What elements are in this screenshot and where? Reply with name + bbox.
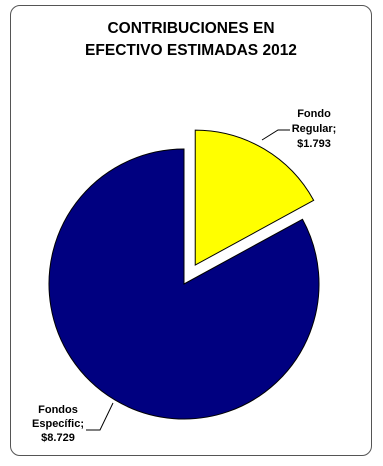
slice-label-especifico-line-3: $8.729 (41, 432, 75, 444)
slice-label-regular-line-2: Regular; (292, 123, 337, 135)
chart-title: CONTRIBUCIONES EN EFECTIVO ESTIMADAS 201… (10, 18, 372, 62)
slice-fondo-regular (194, 129, 315, 266)
slice-label-regular-line-1: Fondo (297, 108, 331, 120)
leader-line-especifico (86, 402, 114, 431)
slice-fondos-especifico (48, 148, 320, 420)
slice-label-especifico-line-2: Específic; (32, 418, 84, 430)
leader-line-regular (261, 129, 290, 141)
chart-title-line-2: EFECTIVO ESTIMADAS 2012 (85, 42, 297, 59)
chart-title-line-1: CONTRIBUCIONES EN (107, 20, 275, 37)
slice-label-regular-line-3: $1.793 (297, 138, 331, 150)
slice-label-especifico-line-1: Fondos (38, 404, 78, 416)
